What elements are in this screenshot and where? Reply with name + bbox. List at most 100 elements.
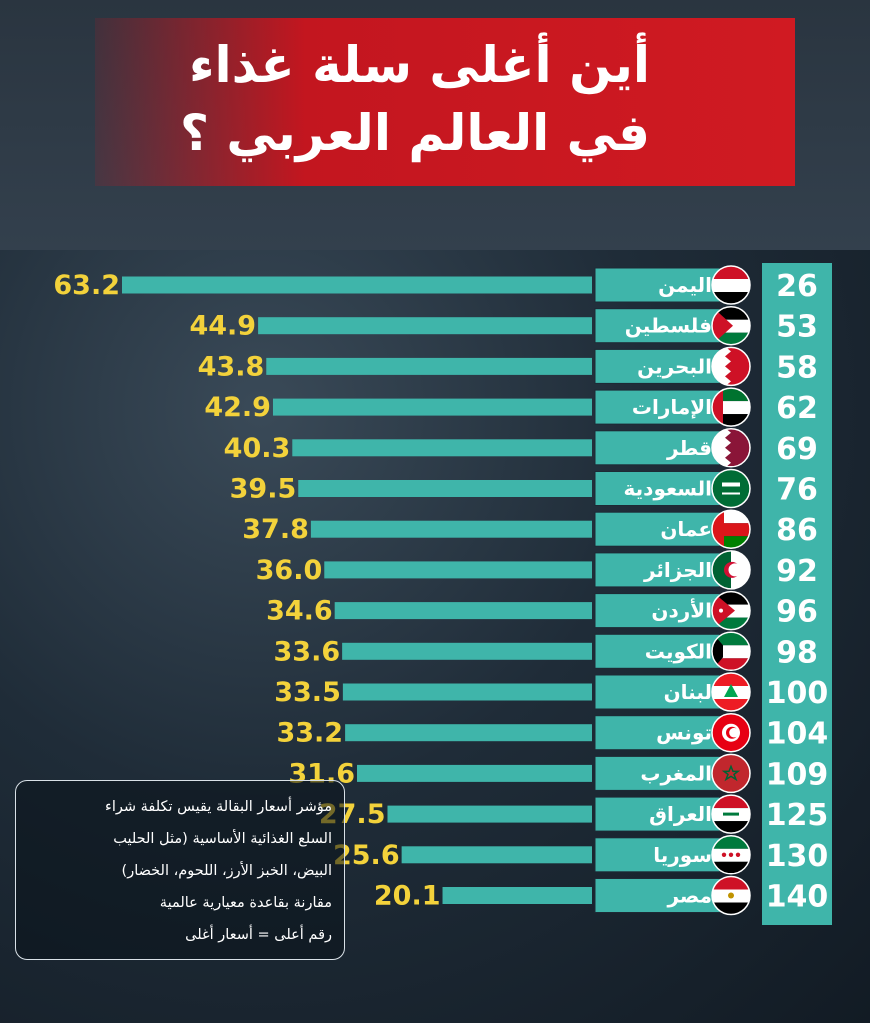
rank-label: 86 — [776, 513, 818, 548]
rank-label: 92 — [776, 554, 818, 589]
value-label: 34.6 — [266, 596, 333, 627]
country-label: الجزائر — [643, 558, 712, 582]
country-label: لبنان — [664, 680, 712, 704]
value-label: 40.3 — [224, 433, 291, 464]
bar — [272, 398, 592, 416]
country-label: الإمارات — [632, 395, 712, 419]
tunisia-flag-icon — [711, 712, 751, 753]
bar — [324, 561, 592, 579]
page-title-line-1: أين أغلى سلة غذاء — [188, 36, 650, 94]
algeria-flag-icon — [711, 550, 751, 590]
country-label: فلسطين — [625, 314, 712, 338]
uae-flag-icon — [711, 387, 751, 427]
title-banner — [95, 18, 795, 186]
country-label-box — [594, 308, 721, 344]
bar — [345, 724, 592, 742]
rank-label: 53 — [776, 310, 818, 345]
rank-label: 26 — [776, 269, 818, 304]
value-label: 20.1 — [374, 881, 441, 912]
country-label-box — [594, 511, 721, 547]
page-title-line-2: في العالم العربي ؟ — [179, 104, 650, 162]
value-label: 33.5 — [274, 677, 341, 708]
country-label-box — [594, 796, 721, 832]
iraq-flag-icon — [711, 794, 751, 834]
bar — [122, 276, 592, 294]
country-label: العراق — [649, 802, 712, 826]
rank-label: 58 — [776, 350, 818, 385]
morocco-flag-icon — [711, 753, 751, 794]
legend-line-5: رقم أعلى = أسعار أغلى — [185, 927, 332, 943]
legend-line-1: مؤشر أسعار البقالة يقيس تكلفة شراء — [105, 799, 332, 815]
country-label-box — [594, 389, 721, 425]
rank-label: 100 — [766, 676, 829, 711]
country-label-box — [594, 878, 721, 913]
country-label-box — [594, 348, 721, 384]
rank-label: 62 — [776, 391, 818, 426]
oman-flag-icon — [711, 509, 751, 549]
value-label: 33.6 — [274, 636, 341, 667]
value-label: 44.9 — [189, 311, 256, 342]
rank-label: 96 — [776, 595, 818, 630]
qatar-flag-icon — [711, 428, 751, 468]
value-label: 33.2 — [276, 718, 343, 749]
country-label: قطر — [666, 436, 712, 460]
bar — [357, 764, 592, 782]
legend-line-3: البيض، الخبز الأرز، اللحوم، الخضار) — [121, 863, 332, 879]
lebanon-flag-icon — [711, 672, 751, 712]
rank-column — [762, 263, 832, 925]
rank-label: 76 — [776, 473, 818, 508]
rank-label: 130 — [766, 839, 829, 874]
egypt-flag-icon — [711, 875, 751, 916]
country-label-box — [594, 755, 721, 791]
value-label: 42.9 — [204, 392, 271, 423]
value-label: 37.8 — [242, 514, 309, 545]
bar — [442, 887, 592, 904]
rank-label: 125 — [766, 798, 829, 833]
country-label: المغرب — [640, 761, 712, 785]
rank-label: 104 — [766, 717, 829, 752]
country-label: تونس — [656, 721, 712, 745]
bahrain-flag-icon — [711, 346, 751, 387]
country-label: اليمن — [658, 273, 712, 297]
bar — [334, 602, 592, 620]
yemen-flag-icon — [711, 265, 751, 305]
country-label: السعودية — [624, 477, 712, 501]
legend-box: مؤشر أسعار البقالة يقيس تكلفة شراء السلع… — [15, 780, 345, 960]
jordan-flag-icon — [711, 590, 751, 631]
country-label: الأردن — [651, 598, 712, 623]
value-label: 63.2 — [53, 270, 120, 301]
bar — [342, 642, 592, 660]
country-label: عمان — [660, 517, 712, 541]
country-label: سوريا — [653, 843, 712, 867]
rank-label: 140 — [766, 880, 829, 915]
country-label: البحرين — [637, 354, 712, 378]
bar — [401, 846, 592, 864]
rank-label: 98 — [776, 635, 818, 670]
country-label: مصر — [666, 884, 712, 908]
country-label-box — [594, 715, 721, 751]
country-label-box — [594, 552, 721, 588]
bar — [298, 480, 592, 497]
syria-flag-icon — [711, 835, 751, 875]
bar — [310, 520, 592, 538]
value-label: 43.8 — [198, 351, 265, 382]
kuwait-flag-icon — [711, 631, 751, 672]
value-label: 39.5 — [230, 474, 297, 505]
country-label-box — [594, 837, 721, 873]
rank-label: 69 — [776, 432, 818, 467]
country-label-box — [594, 633, 721, 669]
value-label: 36.0 — [256, 555, 323, 586]
bar — [292, 439, 592, 457]
legend-line-2: السلع الغذائية الأساسية (مثل الحليب — [113, 831, 332, 847]
saudi-flag-icon — [711, 468, 751, 509]
country-label-box — [594, 674, 721, 710]
palestine-flag-icon — [711, 305, 751, 346]
rank-label: 109 — [766, 757, 829, 792]
bar — [387, 805, 592, 823]
bar — [342, 683, 592, 701]
bar — [258, 317, 592, 335]
country-label: الكويت — [645, 639, 712, 663]
bar — [266, 357, 592, 375]
legend-line-4: مقارنة بقاعدة معيارية عالمية — [159, 895, 332, 911]
